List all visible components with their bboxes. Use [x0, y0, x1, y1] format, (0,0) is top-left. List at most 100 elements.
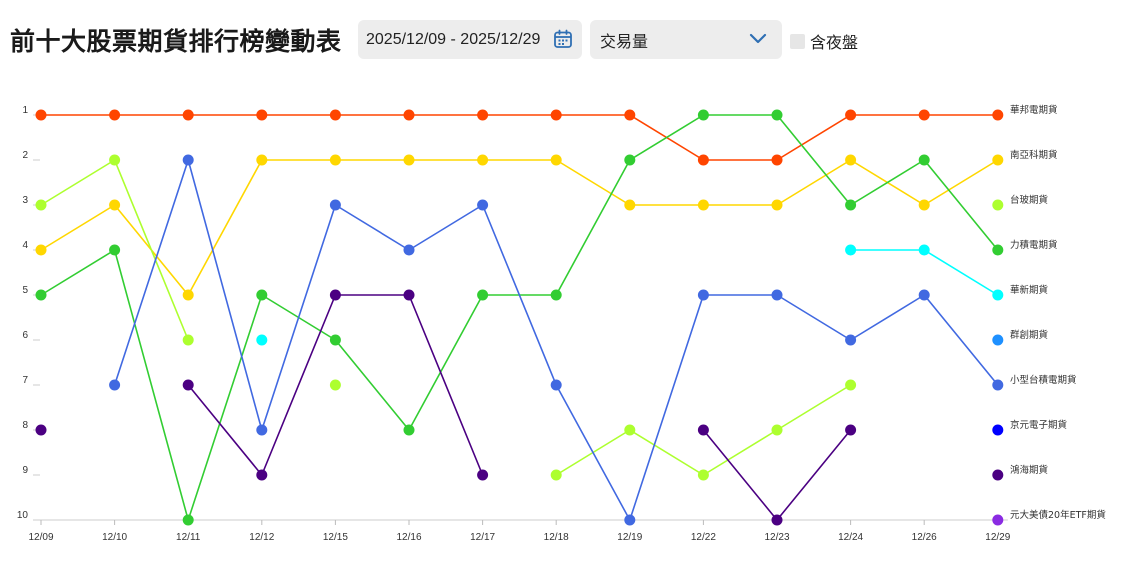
series-point-3-1: [109, 244, 121, 256]
series-point-3-8: [624, 154, 636, 166]
series-point-8-0: [35, 424, 47, 436]
series-point-6-1: [109, 379, 121, 391]
x-tick-label-7: 12/18: [544, 532, 569, 543]
series-point-0-0: [35, 109, 47, 121]
series-line-8-seg-9: [702, 429, 852, 521]
legend-label-5: 群創期貨: [1010, 329, 1048, 341]
chart-series-points: [35, 109, 1004, 526]
series-point-8-5: [403, 289, 415, 301]
series-point-8-11: [845, 424, 857, 436]
series-point-6-10: [771, 289, 783, 301]
series-point-8-6: [477, 469, 489, 481]
legend-label-0: 華邦電期貨: [1010, 104, 1058, 116]
series-point-2-13: [992, 199, 1004, 211]
date-range-text: 2025/12/09 - 2025/12/29: [366, 30, 541, 48]
series-point-3-9: [697, 109, 709, 121]
series-point-4-3: [256, 334, 268, 346]
series-point-4-11: [845, 244, 857, 256]
y-tick-label-2: 2: [22, 150, 28, 161]
series-point-0-2: [182, 109, 194, 121]
x-tick-label-12: 12/26: [912, 532, 937, 543]
series-point-0-10: [771, 154, 783, 166]
series-point-0-8: [624, 109, 636, 121]
x-tick-label-6: 12/17: [470, 532, 495, 543]
series-point-8-9: [697, 424, 709, 436]
series-point-0-3: [256, 109, 268, 121]
series-point-6-7: [550, 379, 562, 391]
legend-label-7: 京元電子期貨: [1010, 419, 1067, 431]
chevron-down-icon: [749, 33, 767, 44]
series-point-2-7: [550, 469, 562, 481]
series-point-1-3: [256, 154, 268, 166]
ranking-line-chart: 1 2 3 4 5 6 7 8 9 10 12/09 12/10 12/11 12/12 12/15 12/1…: [17, 104, 1106, 543]
date-range-picker[interactable]: 2025/12/09 - 2025/12/29: [358, 20, 582, 59]
series-line-3-seg-0: [40, 114, 999, 521]
series-point-1-5: [403, 154, 415, 166]
series-point-0-7: [550, 109, 562, 121]
series-point-0-12: [918, 109, 930, 121]
series-point-3-0: [35, 289, 47, 301]
series-point-2-9: [697, 469, 709, 481]
legend-label-9: 元大美債20年ETF期貨: [1010, 509, 1106, 521]
x-tick-label-8: 12/19: [617, 532, 642, 543]
legend-label-8: 鴻海期貨: [1010, 464, 1048, 476]
y-tick-label-1: 1: [22, 105, 28, 116]
series-point-3-4: [329, 334, 341, 346]
x-tick-label-9: 12/22: [691, 532, 716, 543]
series-point-3-5: [403, 424, 415, 436]
series-point-1-1: [109, 199, 121, 211]
x-tick-label-11: 12/24: [838, 532, 863, 543]
series-line-4-seg-11: [850, 249, 999, 296]
x-tick-label-1: 12/10: [102, 532, 127, 543]
series-point-4-13: [992, 289, 1004, 301]
series-point-6-13: [992, 379, 1004, 391]
series-point-0-1: [109, 109, 121, 121]
series-point-1-9: [697, 199, 709, 211]
series-point-0-9: [697, 154, 709, 166]
night-session-checkbox[interactable]: [790, 33, 805, 49]
x-tick-label-2: 12/11: [176, 532, 201, 543]
series-line-1-seg-0: [40, 159, 999, 296]
y-tick-label-6: 6: [22, 330, 28, 341]
series-point-8-13: [992, 469, 1004, 481]
y-tick-label-9: 9: [22, 465, 28, 476]
x-tick-label-5: 12/16: [396, 532, 421, 543]
y-tick-label-5: 5: [22, 285, 28, 296]
series-point-6-4: [329, 199, 341, 211]
series-point-4-12: [918, 244, 930, 256]
series-point-6-2: [182, 154, 194, 166]
x-tick-label-0: 12/09: [28, 532, 53, 543]
series-point-3-13: [992, 244, 1004, 256]
night-session-label: 含夜盤: [810, 33, 859, 52]
series-point-1-2: [182, 289, 194, 301]
legend-label-3: 力積電期貨: [1010, 239, 1058, 251]
chart-axes: 1 2 3 4 5 6 7 8 9 10 12/09 12/10 12/11 12/12 12/15 12/1…: [17, 105, 1011, 543]
series-point-2-2: [182, 334, 194, 346]
y-tick-label-8: 8: [22, 420, 28, 431]
y-tick-label-10: 10: [17, 510, 29, 521]
series-point-6-11: [845, 334, 857, 346]
series-point-3-7: [550, 289, 562, 301]
series-point-6-6: [477, 199, 489, 211]
series-point-2-10: [771, 424, 783, 436]
series-point-8-4: [329, 289, 341, 301]
series-line-0-seg-0: [41, 114, 998, 161]
series-point-3-10: [771, 109, 783, 121]
series-point-1-12: [918, 199, 930, 211]
series-point-0-5: [403, 109, 415, 121]
series-point-0-4: [329, 109, 341, 121]
chart-legend: 華邦電期貨南亞科期貨台玻期貨力積電期貨華新期貨群創期貨小型台積電期貨京元電子期貨…: [1010, 104, 1106, 521]
night-session-toggle[interactable]: 含夜盤: [790, 29, 858, 53]
page-title: 前十大股票期貨排行榜變動表: [10, 27, 342, 56]
series-point-6-8: [624, 514, 636, 526]
y-tick-label-4: 4: [22, 240, 28, 251]
series-point-1-7: [550, 154, 562, 166]
series-point-3-11: [845, 199, 857, 211]
metric-select[interactable]: 交易量: [590, 20, 782, 59]
series-point-1-6: [477, 154, 489, 166]
series-point-1-13: [992, 154, 1004, 166]
series-point-1-4: [329, 154, 341, 166]
calendar-icon: [554, 29, 572, 48]
legend-label-2: 台玻期貨: [1010, 194, 1048, 206]
series-point-0-11: [845, 109, 857, 121]
